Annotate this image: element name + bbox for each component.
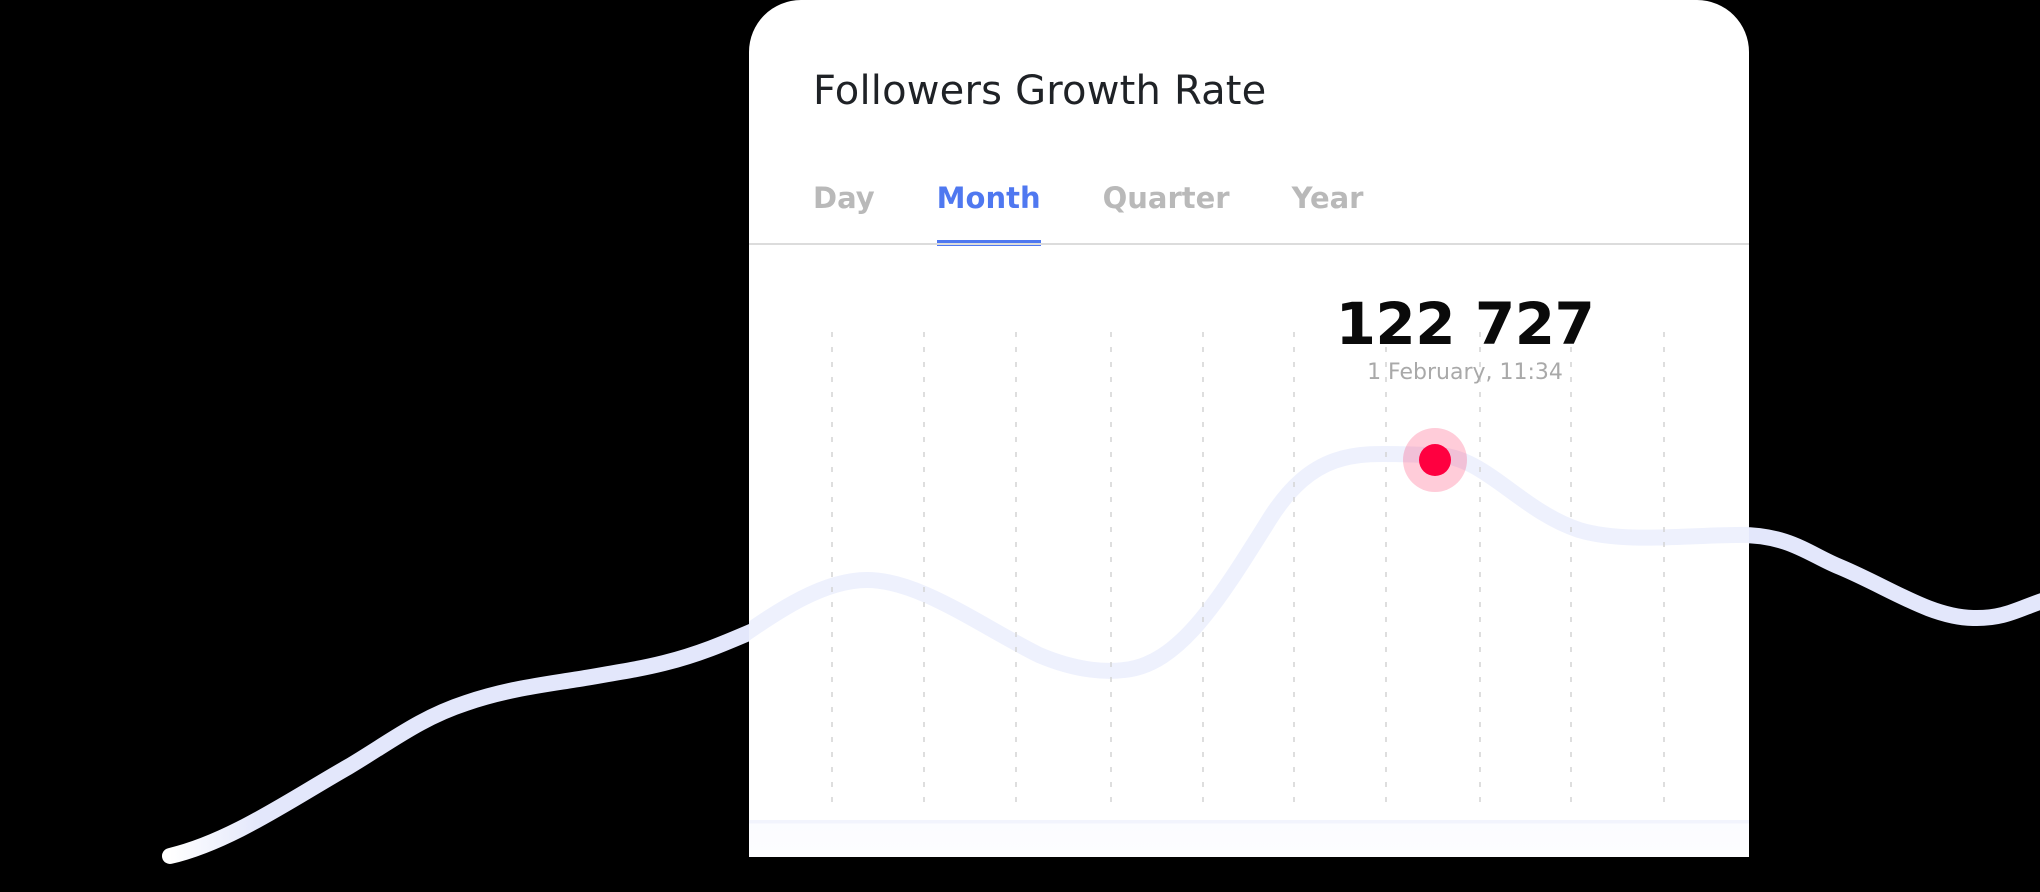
tooltip-date: 1 February, 11:34 [1367, 360, 1563, 385]
highlight-marker[interactable] [1403, 428, 1467, 492]
period-tabs: Day Month Quarter Year [813, 178, 1426, 246]
trend-line [749, 445, 1749, 679]
tooltip-value: 122 727 [1335, 290, 1595, 358]
tab-day[interactable]: Day [813, 181, 875, 215]
followers-growth-card: Followers Growth Rate Day Month Quarter … [749, 0, 1749, 857]
tabs-divider [749, 243, 1749, 245]
card-title: Followers Growth Rate [813, 68, 1267, 114]
line-chart [749, 332, 1749, 812]
tab-year[interactable]: Year [1291, 181, 1364, 215]
grid-lines [831, 332, 1665, 812]
card-bottom-strip [749, 820, 1749, 857]
tab-quarter[interactable]: Quarter [1102, 181, 1230, 215]
